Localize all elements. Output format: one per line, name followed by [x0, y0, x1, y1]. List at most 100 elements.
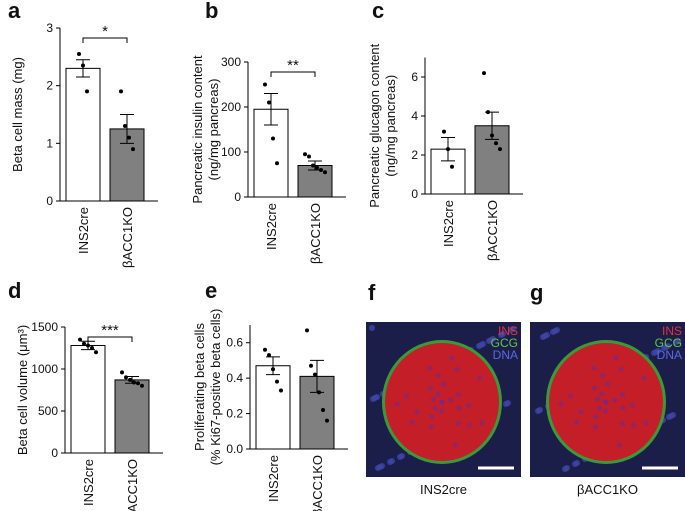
bar [255, 365, 291, 450]
data-point [120, 370, 124, 375]
islet-nucleus [452, 442, 458, 448]
channel-label: DNA [493, 348, 518, 362]
data-point [442, 129, 446, 134]
data-point [140, 383, 144, 388]
islet-nucleus [600, 372, 606, 378]
y-tick-label: 500 [38, 404, 58, 418]
error-bar [76, 59, 90, 78]
data-point [267, 100, 271, 105]
data-point [446, 147, 450, 152]
islet-nucleus [641, 375, 647, 381]
data-point [94, 350, 98, 355]
x-tick-label: βACC1KO [308, 203, 323, 264]
data-point [77, 51, 81, 56]
panel-label: g [530, 280, 543, 305]
islet-nucleus [568, 393, 574, 399]
islet-nucleus [578, 409, 584, 415]
data-point [317, 390, 321, 395]
x-tick-label: βACC1KO [125, 459, 140, 511]
nucleus [540, 334, 546, 340]
data-point [275, 161, 279, 166]
data-point [132, 380, 136, 385]
islet-nucleus [573, 420, 579, 426]
nucleus [651, 350, 657, 356]
channel-label: INS [662, 324, 682, 338]
nucleus [387, 459, 393, 465]
nucleus [369, 325, 375, 331]
nucleus [661, 345, 667, 351]
data-point [275, 379, 279, 384]
islet-nucleus [630, 403, 636, 409]
y-tick-label: 0.0 [226, 442, 243, 456]
bar [65, 67, 101, 202]
y-tick-label: 0 [51, 446, 58, 460]
islet-nucleus [603, 408, 609, 414]
data-point [311, 163, 315, 168]
y-axis-label: (ng/mg pancreas) [383, 75, 398, 177]
data-point [309, 363, 313, 368]
data-point [82, 341, 86, 346]
data-point [127, 135, 131, 140]
data-point [498, 147, 502, 152]
y-axis-label: Proliferating beta cells [192, 323, 207, 451]
islet-nucleus [618, 366, 624, 372]
data-point [321, 408, 325, 413]
islet-nucleus [477, 375, 483, 381]
bar [114, 379, 150, 454]
y-tick-label: 6 [411, 70, 418, 84]
x-tick-label: INS2cre [264, 203, 279, 250]
y-axis-label: Beta cell volume (μm³) [15, 325, 30, 455]
islet-nucleus [454, 366, 460, 372]
data-point [124, 375, 128, 380]
y-tick-label: 2 [46, 79, 53, 93]
y-tick-label: 1000 [31, 362, 58, 376]
islet-nucleus [432, 405, 438, 411]
panel-label: e [205, 278, 217, 303]
data-point [271, 136, 275, 141]
islet-nucleus [619, 391, 625, 397]
nucleus [666, 414, 672, 420]
islet-nucleus [436, 372, 442, 378]
islet-nucleus [620, 405, 626, 411]
data-point [305, 328, 309, 333]
nucleus [486, 338, 492, 344]
nucleus [375, 465, 381, 471]
nucleus [508, 327, 514, 333]
islet-nucleus [643, 420, 649, 426]
data-point [136, 381, 140, 386]
x-tick-label: βACC1KO [485, 200, 500, 261]
y-tick-label: 0 [411, 187, 418, 201]
islet-nucleus [466, 403, 472, 409]
data-point [325, 418, 329, 423]
panel-label: f [368, 280, 376, 305]
y-tick-label: 0 [46, 194, 53, 208]
y-tick-label: 0.2 [226, 407, 243, 421]
data-point [85, 89, 89, 94]
islet-nucleus [593, 414, 599, 420]
significance-bracket [270, 71, 316, 77]
data-point [323, 170, 327, 175]
islet-nucleus [455, 391, 461, 397]
panel-label: c [372, 0, 384, 23]
significance-label: ** [287, 57, 299, 74]
data-point [131, 147, 135, 152]
nucleus [498, 332, 504, 338]
x-tick-label: βACC1KO [120, 207, 135, 268]
data-point [307, 154, 311, 159]
y-tick-label: 3 [46, 21, 53, 35]
islet-nucleus [439, 408, 445, 414]
islet-nucleus [619, 420, 625, 426]
y-tick-label: 100 [221, 145, 241, 159]
image-caption: INS2cre [420, 482, 467, 497]
islet-nucleus [593, 424, 599, 430]
islet-nucleus [435, 391, 441, 397]
y-tick-label: 0.4 [226, 371, 243, 385]
islet-nucleus [603, 399, 609, 405]
data-point [263, 347, 267, 352]
y-tick-label: 0 [234, 190, 241, 204]
islet-nucleus [591, 385, 597, 391]
data-point [486, 110, 490, 115]
nucleus [476, 343, 482, 349]
data-point [271, 367, 275, 372]
data-point [490, 133, 494, 138]
